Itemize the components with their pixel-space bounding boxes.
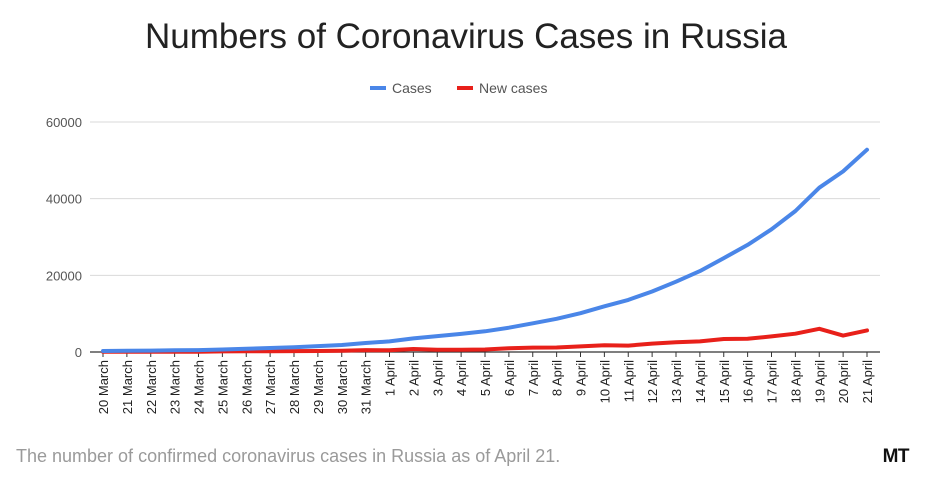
x-tick-label: 26 March [239,360,254,414]
x-tick-label: 5 April [478,360,493,396]
chart-title: Numbers of Coronavirus Cases in Russia [145,17,787,56]
x-tick-label: 4 April [454,360,469,396]
x-tick-label: 15 April [717,360,732,403]
y-tick-label: 0 [75,345,82,360]
x-tick-label: 11 April [621,360,636,403]
x-tick-label: 31 March [359,360,374,414]
x-tick-label: 25 March [215,360,230,414]
x-tick-label: 8 April [550,360,565,396]
x-tick-label: 18 April [788,360,803,403]
x-tick-label: 22 March [144,360,159,414]
x-tick-label: 10 April [597,360,612,403]
x-tick-label: 13 April [669,360,684,403]
x-tick-label: 24 March [192,360,207,414]
x-tick-label: 16 April [741,360,756,403]
legend: Cases New cases [370,80,547,96]
x-tick-label: 20 April [836,360,851,403]
series-lines [101,147,869,354]
x-tick-label: 1 April [383,360,398,396]
x-tick-label: 7 April [526,360,541,396]
legend-new-cases-label: New cases [479,80,547,96]
y-axis-ticks: 0 20000 40000 60000 [46,115,82,360]
publisher-logo: MT [882,446,910,467]
series-line-cases [101,147,869,353]
y-tick-label: 20000 [46,268,82,283]
x-tick-label: 12 April [645,360,660,403]
x-tick-label: 29 March [311,360,326,414]
x-tick-label: 23 March [168,360,183,414]
x-axis-ticks: 20 March 21 March 22 March 23 March 24 March… [96,352,875,414]
x-tick-label: 28 March [287,360,302,414]
x-tick-label: 21 April [860,360,875,403]
x-tick-label: 9 April [574,360,589,396]
x-tick-label: 30 March [335,360,350,414]
x-tick-label: 19 April [812,360,827,403]
legend-cases-label: Cases [392,80,432,96]
x-tick-label: 14 April [693,360,708,403]
x-tick-label: 27 March [263,360,278,414]
x-tick-label: 3 April [430,360,445,396]
x-tick-label: 6 April [502,360,517,396]
y-tick-label: 40000 [46,192,82,207]
line-chart: Numbers of Coronavirus Cases in Russia C… [46,17,880,414]
x-tick-label: 21 March [120,360,135,414]
y-tick-label: 60000 [46,115,82,130]
series-line-new-cases [101,326,869,354]
x-tick-label: 2 April [406,360,421,396]
x-tick-label: 20 March [96,360,111,414]
figure-caption: The number of confirmed coronavirus case… [16,446,561,466]
x-tick-label: 17 April [765,360,780,403]
